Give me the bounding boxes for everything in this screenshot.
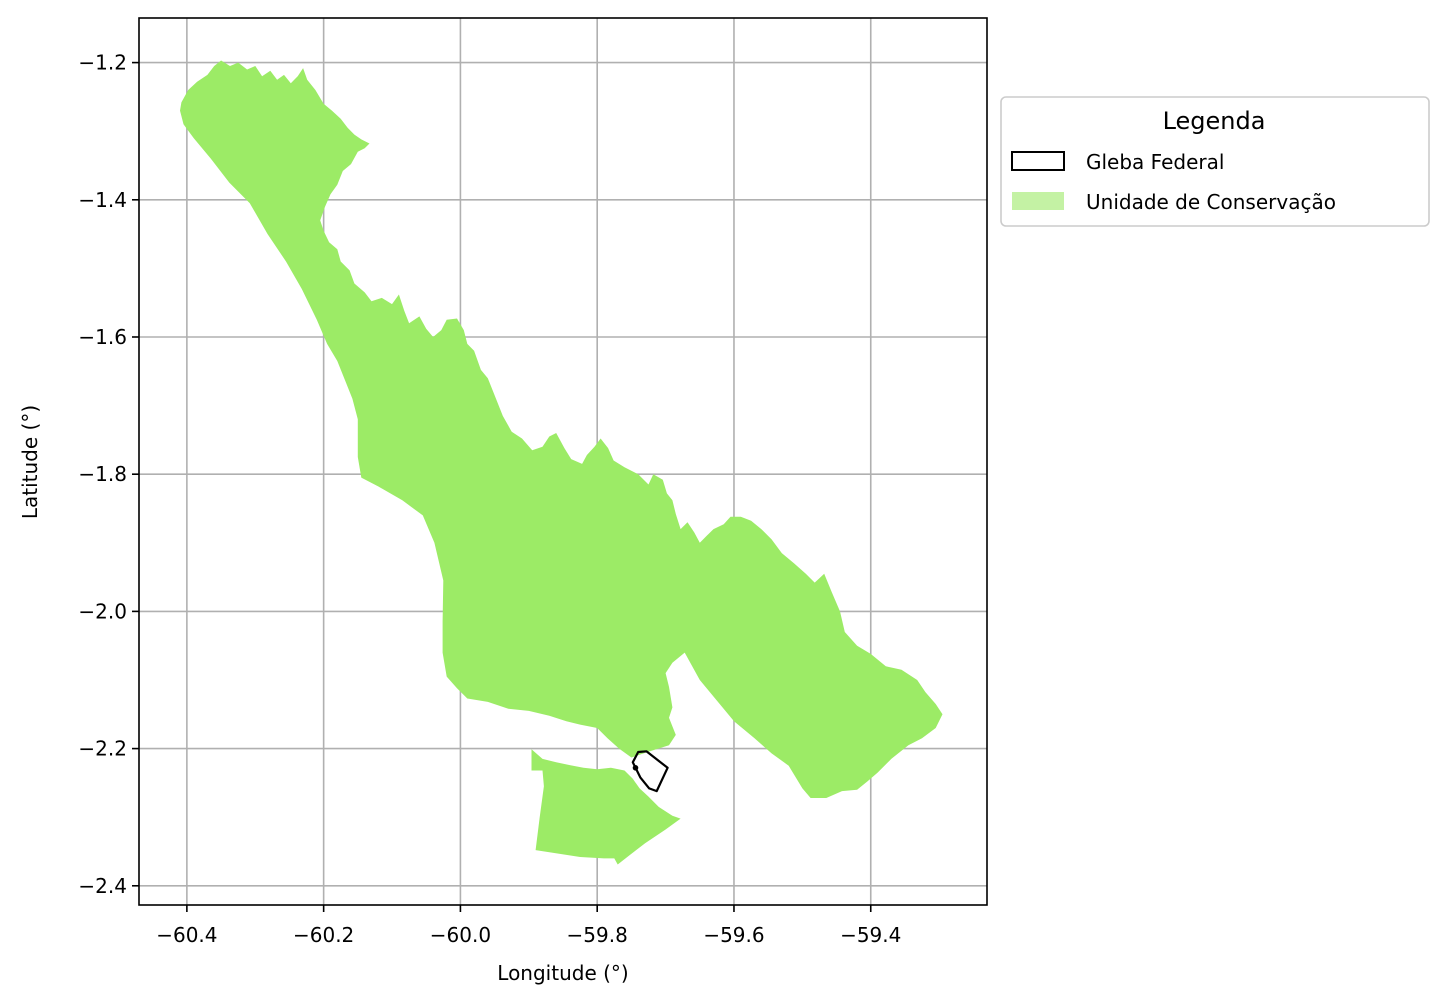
x-axis-label: Longitude (°) (497, 961, 628, 985)
y-tick-label-1: −1.4 (78, 188, 127, 212)
x-tick-label-5: −59.4 (840, 923, 901, 947)
x-tick-label-0: −60.4 (156, 923, 217, 947)
plot-frame (138, 17, 988, 906)
legend-swatch-unidade-de-conservacao (1012, 192, 1064, 210)
y-tick-label-4: −2.0 (78, 599, 127, 623)
map-layers (180, 60, 943, 865)
legend-swatch-gleba-federal (1011, 151, 1065, 171)
y-tick-label-2: −1.6 (78, 325, 127, 349)
legend: Legenda Gleba Federal Unidade de Conserv… (1000, 96, 1430, 227)
unidade-de-conserva-o-polygon-1 (531, 749, 681, 865)
y-axis-label: Latitude (°) (18, 405, 42, 519)
gleba-federal-polygon-0 (631, 750, 669, 793)
legend-box (1000, 96, 1430, 227)
y-tick-label-5: −2.2 (78, 737, 127, 761)
y-tick-label-6: −2.4 (78, 874, 127, 898)
y-tick-label-0: −1.2 (78, 51, 127, 75)
x-tick-label-4: −59.6 (703, 923, 764, 947)
axis-ticks: −60.4 −60.2 −60.0 −59.8 −59.6 −59.4 −1.2 −1.4 −1… (78, 51, 901, 947)
legend-label-gleba-federal: Gleba Federal (1086, 150, 1224, 174)
legend-label-unidade-de-conservacao: Unidade de Conservação (1086, 190, 1336, 214)
y-tick-label-3: −1.8 (78, 462, 127, 486)
x-tick-label-3: −59.8 (567, 923, 628, 947)
legend-title: Legenda (1163, 107, 1266, 135)
gleba-federal-point-0 (632, 764, 639, 771)
x-tick-label-2: −60.0 (430, 923, 491, 947)
x-tick-label-1: −60.2 (293, 923, 354, 947)
unidade-de-conserva-o-polygon-0 (180, 60, 943, 798)
